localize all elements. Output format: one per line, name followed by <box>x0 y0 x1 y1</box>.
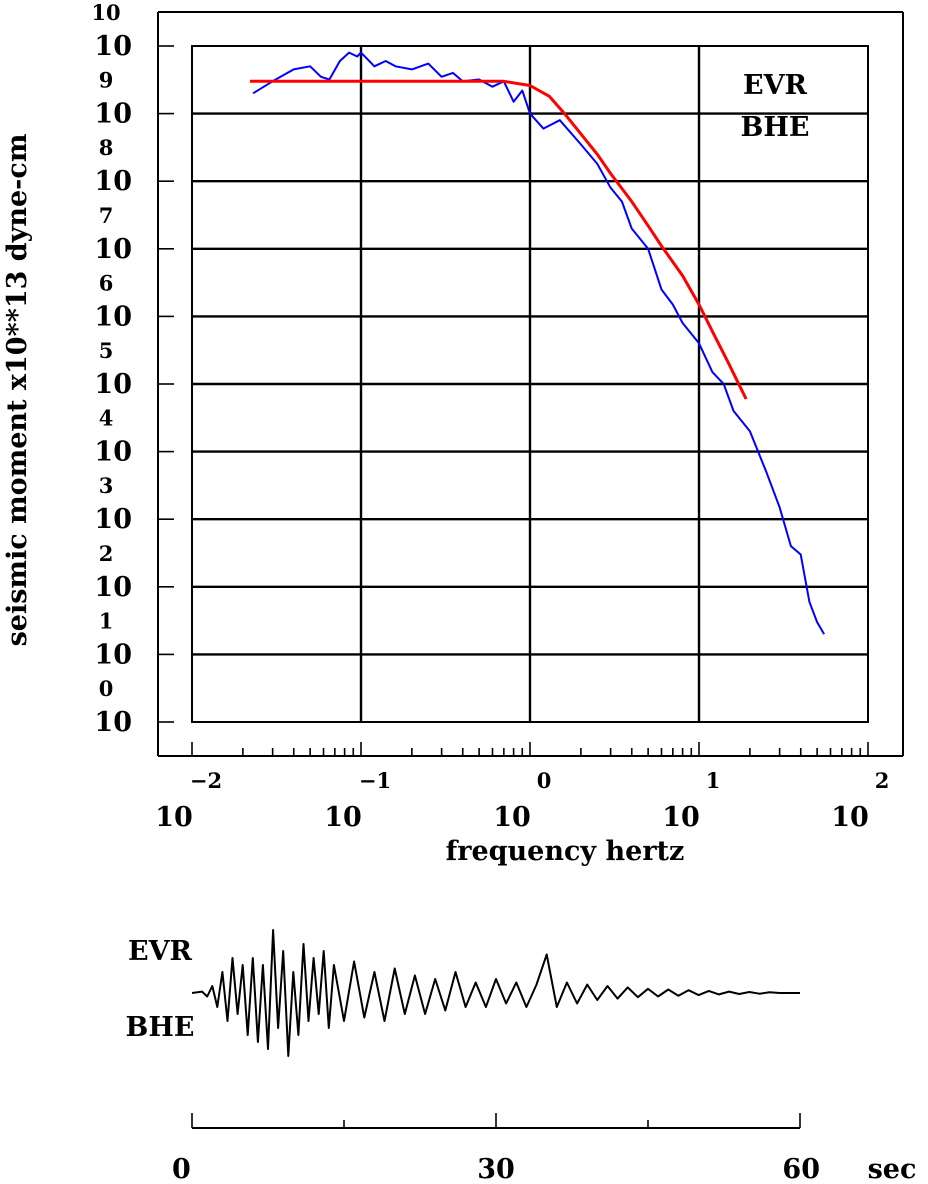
y-tick-label-exponent: 7 <box>99 203 114 228</box>
y-tick-label-exponent: 10 <box>91 0 120 25</box>
y-tick-labels: 10 0 10 1 10 2 10 3 10 4 10 5 10 6 10 7 10 8 10 9 10 10 <box>91 0 132 738</box>
y-tick-label-base: 10 <box>94 707 132 738</box>
y-tick-label-exponent: 6 <box>99 270 114 295</box>
x-tick-label-exponent: −2 <box>190 768 222 793</box>
x-tick-label-base: 10 <box>493 802 531 833</box>
y-tick-label-base: 10 <box>94 437 132 468</box>
y-tick-label-base: 10 <box>94 234 132 265</box>
station-label: EVR <box>743 70 808 101</box>
time-tick-label: 30 <box>477 1154 515 1184</box>
time-axis: 0 30 60 <box>172 1113 820 1184</box>
seismogram-component-label: BHE <box>126 1012 195 1043</box>
y-tick-label-exponent: 5 <box>99 338 114 363</box>
y-tick-label-base: 10 <box>94 369 132 400</box>
y-tick-label-base: 10 <box>94 572 132 603</box>
spectrum-minor-ticks <box>158 45 869 756</box>
y-tick-label-base: 10 <box>94 31 132 62</box>
x-tick-label-exponent: −1 <box>359 768 391 793</box>
time-axis-unit: sec <box>868 1154 917 1184</box>
y-axis-label: seismic moment x10**13 dyne-cm <box>2 134 33 647</box>
seismogram-trace <box>191 929 800 1057</box>
x-tick-label-base: 10 <box>155 802 193 833</box>
component-label: BHE <box>741 112 810 143</box>
model-spectrum-line <box>249 79 748 400</box>
x-tick-label-exponent: 1 <box>706 768 721 793</box>
time-tick-label: 60 <box>782 1154 820 1184</box>
spectrum-grid <box>192 46 868 722</box>
x-axis-label: frequency hertz <box>446 836 685 867</box>
y-tick-label-exponent: 4 <box>99 406 114 431</box>
y-tick-label-base: 10 <box>94 99 132 130</box>
y-tick-label-exponent: 0 <box>99 676 114 701</box>
x-tick-label-base: 10 <box>324 802 362 833</box>
time-tick-label: 0 <box>172 1154 191 1184</box>
y-tick-label-base: 10 <box>94 504 132 535</box>
y-tick-label-exponent: 8 <box>99 135 114 160</box>
x-tick-label-exponent: 0 <box>537 768 552 793</box>
x-tick-label-base: 10 <box>831 802 869 833</box>
x-tick-label-exponent: 2 <box>875 768 890 793</box>
y-tick-label-base: 10 <box>94 639 132 670</box>
y-tick-label-exponent: 9 <box>99 68 114 93</box>
seismogram-station-label: EVR <box>128 936 193 967</box>
y-tick-label-exponent: 3 <box>99 473 114 498</box>
y-tick-label-exponent: 1 <box>99 608 114 633</box>
y-tick-label-base: 10 <box>94 166 132 197</box>
y-tick-label-exponent: 2 <box>99 541 114 566</box>
spectrum-series <box>249 51 825 635</box>
observed-spectrum-line <box>252 51 825 635</box>
seismogram <box>191 929 800 1057</box>
x-tick-label-base: 10 <box>662 802 700 833</box>
y-tick-label-base: 10 <box>94 301 132 332</box>
